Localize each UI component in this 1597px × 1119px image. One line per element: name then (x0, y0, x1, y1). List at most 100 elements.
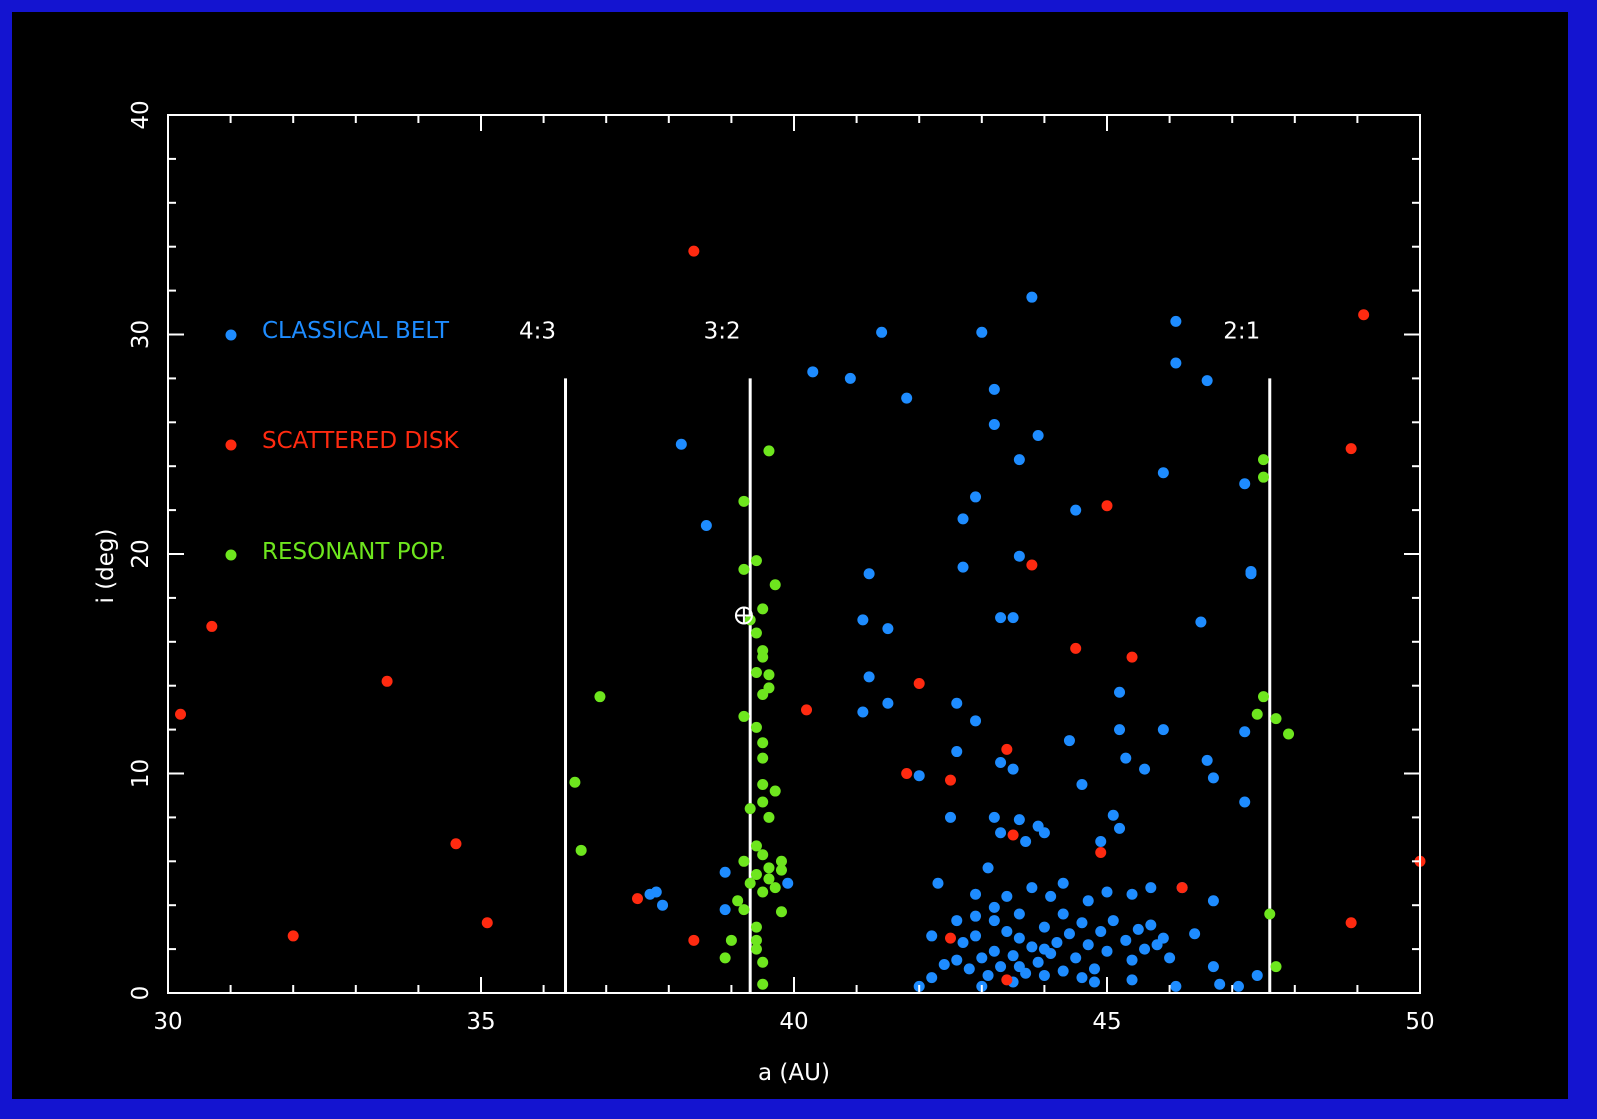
point-resonant (775, 855, 787, 867)
point-classical (1013, 550, 1025, 562)
point-classical (719, 904, 731, 916)
point-scattered (450, 838, 462, 850)
y-tick-label: 40 (128, 100, 154, 129)
point-resonant (775, 906, 787, 918)
point-classical (844, 372, 856, 384)
point-resonant (763, 811, 775, 823)
point-scattered (287, 930, 299, 942)
point-classical (1126, 954, 1138, 966)
point-classical (1214, 978, 1226, 990)
point-resonant (757, 603, 769, 615)
point-classical (1076, 917, 1088, 929)
point-scattered (945, 774, 956, 786)
point-resonant (725, 934, 737, 946)
point-classical (1132, 923, 1144, 935)
legend-marker-scattered (225, 439, 237, 451)
point-classical (1070, 952, 1082, 964)
point-resonant (750, 868, 762, 880)
point-classical (926, 972, 938, 984)
resonance-label-3-2: 3:2 (704, 319, 741, 345)
point-resonant (775, 864, 787, 876)
plot-panel: 4:3 3:2 2:1 30 35 40 45 50 0 10 20 30 40 CLASSICAL … (12, 12, 1568, 1099)
x-tick-label: 50 (1405, 1009, 1434, 1035)
point-classical (863, 671, 875, 683)
point-classical (1157, 467, 1169, 479)
point-classical (1070, 504, 1082, 516)
point-resonant (763, 873, 775, 885)
point-classical (1095, 836, 1107, 848)
point-resonant (763, 862, 775, 874)
point-resonant (1258, 471, 1269, 483)
point-classical (1032, 429, 1044, 441)
point-scattered (481, 917, 493, 929)
point-classical (1063, 928, 1075, 940)
point-classical (970, 930, 982, 942)
point-classical (988, 418, 1000, 430)
point-resonant (738, 563, 750, 575)
resonance-label-4-3: 4:3 (519, 319, 556, 345)
point-resonant (757, 651, 769, 663)
point-scattered (913, 678, 925, 690)
point-classical (963, 963, 975, 975)
y-axis-label: i (deg) (93, 529, 119, 604)
point-classical (882, 623, 894, 635)
point-scattered (206, 620, 218, 632)
point-classical (1007, 612, 1019, 624)
point-classical (1095, 926, 1107, 938)
point-resonant (750, 667, 762, 679)
point-classical (951, 697, 963, 709)
point-classical (988, 915, 1000, 927)
point-classical (926, 930, 938, 942)
point-resonant (757, 737, 769, 749)
point-resonant (757, 886, 769, 898)
point-resonant (750, 943, 762, 955)
point-classical (1007, 950, 1019, 962)
point-classical (1026, 882, 1038, 894)
y-tick-label: 10 (128, 759, 154, 788)
point-scattered (1345, 443, 1357, 455)
point-resonant (750, 627, 762, 639)
x-tick-label: 45 (1092, 1009, 1121, 1035)
point-classical (1201, 754, 1213, 766)
point-classical (976, 952, 988, 964)
point-classical (675, 438, 687, 450)
point-resonant (763, 669, 775, 681)
point-classical (1120, 934, 1132, 946)
legend-label-resonant: RESONANT POP. (262, 539, 446, 565)
point-classical (1038, 827, 1050, 839)
point-scattered (688, 245, 700, 257)
point-classical (1207, 895, 1219, 907)
point-resonant (1258, 691, 1269, 703)
point-scattered (1007, 829, 1019, 841)
scatter-plot: 4:3 3:2 2:1 30 35 40 45 50 0 10 20 30 40 CLASSICAL … (93, 100, 1435, 1086)
point-scattered (1176, 882, 1188, 894)
point-classical (1145, 919, 1157, 931)
resonance-lines: 4:3 3:2 2:1 (519, 319, 1272, 993)
point-scattered (1358, 309, 1370, 321)
point-classical (957, 513, 969, 525)
point-classical (1195, 616, 1207, 628)
point-classical (1126, 888, 1138, 900)
point-scattered (1026, 559, 1038, 571)
point-resonant (744, 803, 756, 815)
point-resonant (738, 710, 750, 722)
point-classical (901, 392, 913, 404)
point-classical (1114, 724, 1126, 736)
point-classical (857, 614, 869, 626)
point-classical (1107, 915, 1119, 927)
y-tick-label: 30 (128, 320, 154, 349)
point-resonant (769, 882, 781, 894)
point-classical (1001, 926, 1013, 938)
point-classical (1026, 941, 1038, 953)
point-classical (1139, 763, 1151, 775)
point-scattered (901, 768, 913, 779)
y-tick-label: 0 (128, 986, 154, 1001)
point-classical (1139, 943, 1151, 955)
point-resonant (738, 855, 750, 867)
point-classical (1013, 908, 1025, 920)
point-classical (1114, 686, 1126, 698)
point-classical (1045, 890, 1057, 902)
point-classical (1107, 809, 1119, 821)
point-resonant (569, 776, 581, 788)
point-classical (1013, 454, 1025, 466)
